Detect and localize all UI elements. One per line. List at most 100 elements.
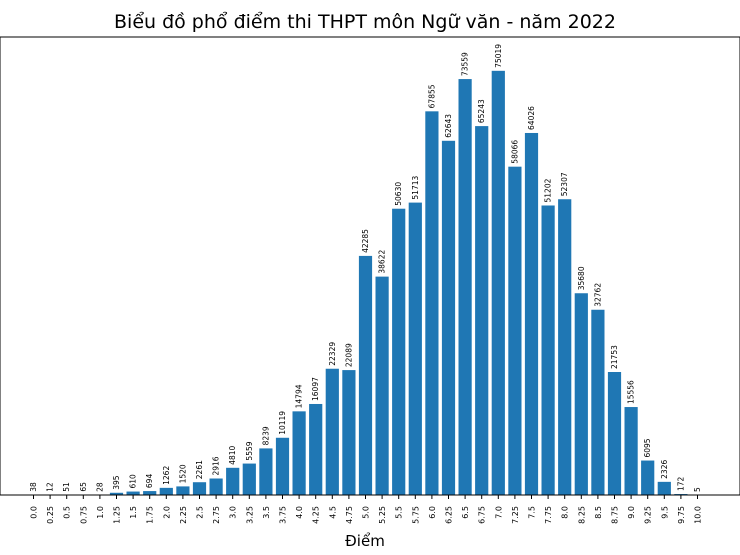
x-tick-label-2.0: 2.0 bbox=[162, 506, 171, 519]
data-label-9.0: 15556 bbox=[627, 380, 636, 404]
data-label-2.5: 2261 bbox=[195, 460, 204, 479]
plot-area: 38 0.0 12 0.25 51 0.5 65 0.75 28 1.0 395 1.25 610 1.5… bbox=[26, 44, 705, 524]
bar-8.75 bbox=[607, 372, 622, 495]
data-label-7.5: 64026 bbox=[527, 106, 536, 130]
x-tick-label-8.0: 8.0 bbox=[561, 506, 570, 519]
x-axis-label: Điểm bbox=[345, 532, 385, 550]
bar-1.25 bbox=[109, 492, 124, 495]
bar-2.0 bbox=[159, 487, 173, 495]
x-tick-label-5.0: 5.0 bbox=[362, 506, 371, 519]
data-label-7.75: 51202 bbox=[544, 178, 553, 202]
x-tick-label-0.5: 0.5 bbox=[63, 506, 72, 519]
chart-title: Biểu đồ phổ điểm thi THPT môn Ngữ văn - … bbox=[114, 11, 616, 33]
data-label-10.0: 5 bbox=[693, 487, 702, 492]
bar-5.75 bbox=[408, 202, 422, 495]
x-tick-label-4.0: 4.0 bbox=[295, 506, 304, 519]
x-tick-label-4.75: 4.75 bbox=[345, 506, 354, 524]
bar-4.5 bbox=[325, 368, 339, 495]
bar-6.0 bbox=[425, 111, 439, 495]
bar-6.75 bbox=[475, 126, 489, 495]
x-tick-label-6.25: 6.25 bbox=[445, 506, 454, 524]
x-tick-label-9.25: 9.25 bbox=[644, 506, 653, 524]
x-tick-label-8.5: 8.5 bbox=[594, 506, 603, 519]
data-label-3.5: 8239 bbox=[261, 426, 270, 445]
x-tick-label-2.25: 2.25 bbox=[179, 506, 188, 524]
bar-2.75 bbox=[209, 478, 223, 495]
x-tick-label-6.75: 6.75 bbox=[478, 506, 487, 524]
x-tick-label-6.0: 6.0 bbox=[428, 506, 437, 519]
x-tick-label-1.5: 1.5 bbox=[129, 506, 138, 519]
data-label-9.75: 172 bbox=[676, 476, 685, 491]
data-label-1.25: 395 bbox=[112, 475, 121, 490]
bar-9.25 bbox=[641, 460, 655, 495]
data-label-7.25: 58066 bbox=[510, 140, 519, 164]
x-tick-label-1.75: 1.75 bbox=[146, 506, 155, 524]
bar-8.5 bbox=[591, 309, 605, 495]
data-label-9.5: 2326 bbox=[660, 460, 669, 479]
data-label-8.0: 52307 bbox=[560, 172, 569, 196]
data-label-5.5: 50630 bbox=[394, 182, 403, 206]
bar-7.25 bbox=[508, 166, 522, 495]
bar-5.0 bbox=[358, 255, 373, 495]
bar-4.75 bbox=[342, 370, 356, 495]
data-label-3.75: 10119 bbox=[278, 411, 287, 435]
x-tick-label-6.5: 6.5 bbox=[461, 506, 470, 519]
data-label-6.5: 73559 bbox=[461, 52, 470, 76]
data-label-9.25: 6095 bbox=[643, 438, 652, 457]
bar-9.5 bbox=[657, 481, 671, 495]
bar-4.0 bbox=[292, 411, 306, 495]
x-tick-label-5.75: 5.75 bbox=[411, 506, 420, 524]
data-label-5.0: 42285 bbox=[361, 229, 370, 253]
x-tick-label-7.5: 7.5 bbox=[528, 506, 537, 519]
x-tick-label-0.0: 0.0 bbox=[30, 506, 39, 519]
plot-frame bbox=[0, 36, 740, 496]
bar-7.75 bbox=[541, 205, 555, 496]
bar-8.25 bbox=[574, 293, 588, 495]
data-label-8.25: 35680 bbox=[577, 266, 586, 290]
x-tick-label-9.0: 9.0 bbox=[627, 506, 636, 519]
data-label-3.0: 4810 bbox=[228, 445, 237, 464]
bar-7.5 bbox=[524, 132, 539, 496]
bar-3.25 bbox=[242, 463, 256, 495]
data-label-2.25: 1520 bbox=[178, 464, 187, 483]
x-tick-label-5.25: 5.25 bbox=[378, 506, 387, 524]
bar-3.0 bbox=[226, 467, 240, 495]
data-label-3.25: 5559 bbox=[245, 441, 254, 460]
bar-3.75 bbox=[275, 437, 290, 495]
data-label-0.5: 51 bbox=[62, 482, 71, 492]
x-tick-label-10.0: 10.0 bbox=[694, 506, 703, 524]
data-label-7.0: 75019 bbox=[494, 44, 503, 68]
data-label-0.0: 38 bbox=[29, 482, 38, 492]
x-tick-label-7.25: 7.25 bbox=[511, 506, 520, 524]
x-tick-label-1.25: 1.25 bbox=[113, 506, 122, 524]
data-label-6.0: 67855 bbox=[427, 84, 436, 108]
bar-5.5 bbox=[392, 208, 406, 495]
data-label-8.75: 21753 bbox=[610, 345, 619, 369]
x-tick-label-3.0: 3.0 bbox=[229, 506, 238, 519]
data-label-4.75: 22089 bbox=[344, 343, 353, 367]
x-tick-label-3.5: 3.5 bbox=[262, 506, 271, 519]
x-tick-label-8.25: 8.25 bbox=[577, 506, 586, 524]
data-label-2.75: 2916 bbox=[212, 456, 221, 475]
data-label-6.25: 62643 bbox=[444, 114, 453, 138]
x-tick-label-9.5: 9.5 bbox=[660, 506, 669, 519]
data-label-4.25: 16097 bbox=[311, 377, 320, 401]
data-label-8.5: 32762 bbox=[593, 283, 602, 307]
x-tick-label-1.0: 1.0 bbox=[96, 506, 105, 519]
x-tick-label-0.25: 0.25 bbox=[46, 506, 55, 524]
bar-4.25 bbox=[309, 403, 323, 495]
x-tick-label-3.25: 3.25 bbox=[245, 506, 254, 524]
data-label-1.0: 28 bbox=[95, 482, 104, 492]
bar-3.5 bbox=[259, 448, 273, 495]
data-label-1.75: 694 bbox=[145, 474, 154, 489]
data-label-4.5: 22329 bbox=[328, 342, 337, 366]
bar-2.25 bbox=[176, 486, 190, 495]
data-label-5.25: 38622 bbox=[378, 250, 387, 274]
x-tick-label-0.75: 0.75 bbox=[79, 506, 88, 524]
x-tick-label-9.75: 9.75 bbox=[677, 506, 686, 524]
data-label-4.0: 14794 bbox=[295, 384, 304, 408]
x-tick-label-7.0: 7.0 bbox=[494, 506, 503, 519]
data-label-0.75: 65 bbox=[79, 482, 88, 492]
x-tick-label-2.5: 2.5 bbox=[196, 506, 205, 519]
